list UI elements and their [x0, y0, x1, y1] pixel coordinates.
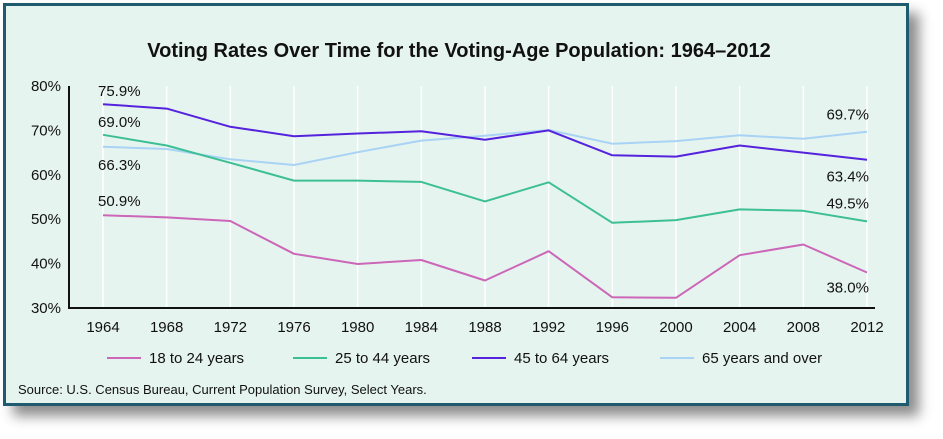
y-tick-label: 80% — [31, 78, 61, 95]
chart-frame: Voting Rates Over Time for the Voting-Ag… — [3, 3, 909, 406]
data-label: 38.0% — [826, 279, 869, 296]
data-label: 49.5% — [826, 195, 869, 212]
x-tick-label: 2000 — [659, 319, 692, 336]
source-note: Source: U.S. Census Bureau, Current Popu… — [18, 382, 427, 397]
series-line — [102, 214, 868, 299]
x-tick-label: 2008 — [787, 319, 820, 336]
x-tick-label: 1992 — [532, 319, 565, 336]
y-tick-label: 40% — [31, 256, 61, 273]
y-tick-labels: 30% 40% 50% 60% 70% 80% — [31, 78, 61, 317]
x-tick-label: 2004 — [723, 319, 756, 336]
x-tick-labels: 1964 1968 1972 1976 1980 1984 1988 1992 1996 2000… — [86, 319, 883, 336]
legend-label: 25 to 44 years — [335, 350, 430, 367]
x-tick-label: 1968 — [150, 319, 183, 336]
data-label: 63.4% — [826, 169, 869, 186]
data-labels: 75.9% 69.0% 66.3% 50.9% 69.7% 63.4% 49.5% 38.0% — [98, 83, 869, 296]
data-label: 69.7% — [826, 107, 869, 124]
x-tick-label: 1980 — [341, 319, 374, 336]
legend: 18 to 24 years 25 to 44 years 45 to 64 yea… — [107, 350, 822, 367]
x-tick-label: 1996 — [596, 319, 629, 336]
axes — [68, 86, 875, 309]
data-label: 66.3% — [98, 157, 141, 174]
y-tick-label: 70% — [31, 122, 61, 139]
data-label: 69.0% — [98, 114, 141, 131]
gridlines — [102, 86, 868, 308]
series-line — [102, 133, 868, 224]
x-tick-label: 1972 — [214, 319, 247, 336]
series-lines — [102, 103, 868, 299]
data-label: 75.9% — [98, 83, 141, 100]
line-chart: 30%40%50%60%70%80% 1964 1968 1972 1976 1980 1… — [31, 78, 884, 367]
y-tick-label: 50% — [31, 211, 61, 228]
legend-label: 45 to 64 years — [514, 350, 609, 367]
y-tick-label: 60% — [31, 167, 61, 184]
x-tick-label: 1984 — [405, 319, 438, 336]
series-line — [102, 103, 868, 161]
x-tick-label: 1988 — [468, 319, 501, 336]
x-tick-label: 2012 — [850, 319, 883, 336]
series-line — [102, 129, 868, 166]
x-tick-label: 1964 — [86, 319, 119, 336]
legend-label: 65 years and over — [702, 350, 822, 367]
y-tick-label: 30% — [31, 300, 61, 317]
data-label: 50.9% — [98, 193, 141, 210]
x-tick-label: 1976 — [277, 319, 310, 336]
legend-label: 18 to 24 years — [149, 350, 244, 367]
chart-title: Voting Rates Over Time for the Voting-Ag… — [147, 40, 771, 62]
